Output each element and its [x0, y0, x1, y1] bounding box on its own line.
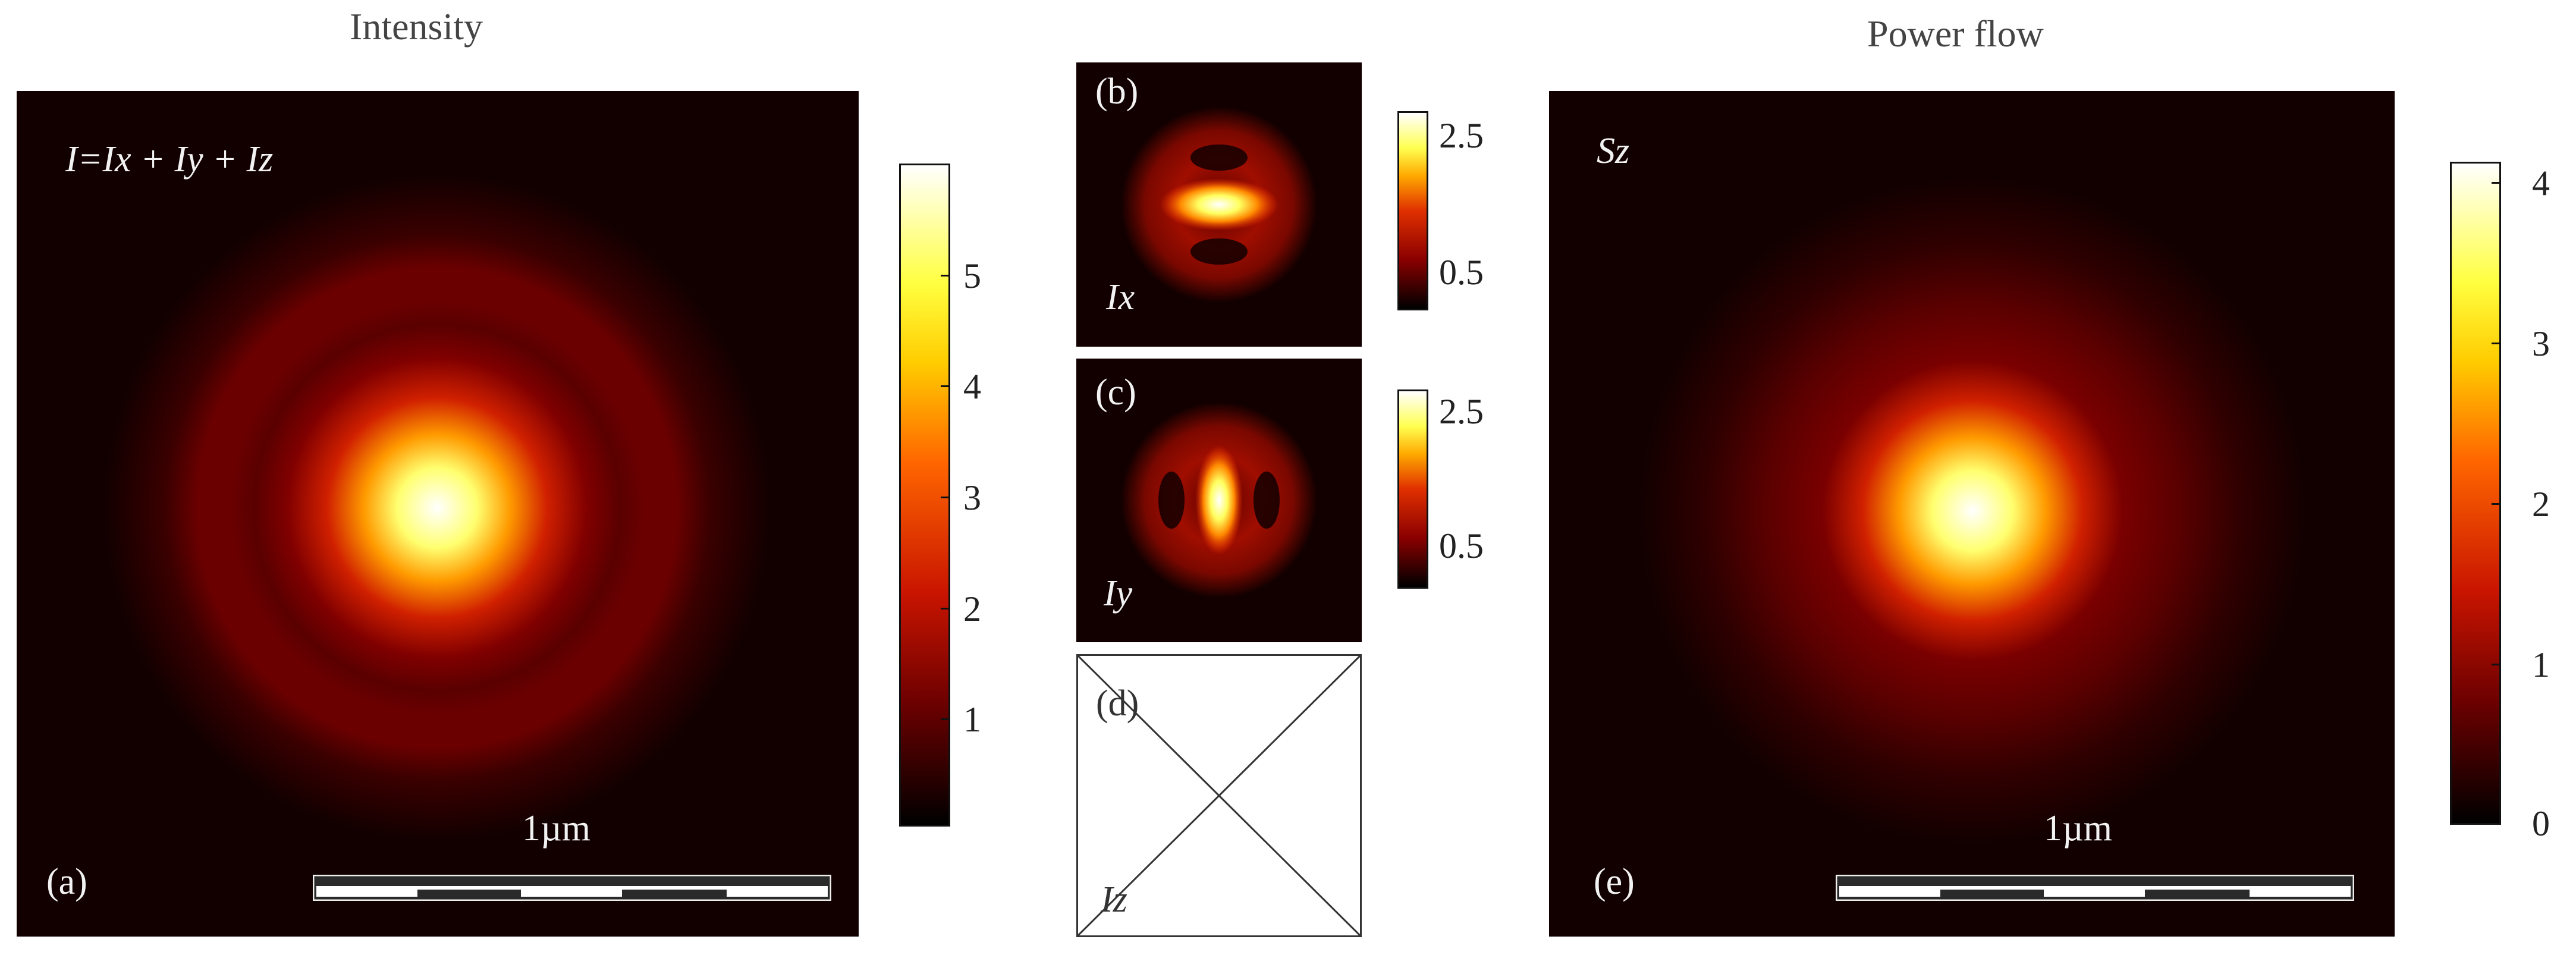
equation-label: I=Ix + Iy + Iz — [65, 139, 274, 180]
panel-label-c: (c) — [1095, 372, 1136, 413]
ix-map-b: (b) Ix — [1076, 62, 1362, 347]
power-flow-spot-e — [1639, 178, 2305, 844]
scale-bar-label-a: 1µm — [522, 808, 590, 849]
empty-plot-cross — [1078, 656, 1360, 935]
iz-label: Iz — [1101, 879, 1127, 920]
intensity-heatmap-a — [104, 175, 770, 841]
iy-label: Iy — [1104, 573, 1133, 614]
colorbar-c — [1397, 389, 1428, 589]
panel-label-b: (b) — [1095, 71, 1139, 112]
colorbar-a-tick-2: 2 — [963, 589, 981, 629]
iz-map-d: (d) Iz — [1076, 654, 1362, 937]
colorbar-a-tick-4: 4 — [963, 367, 981, 406]
panel-label-e: (e) — [1594, 862, 1635, 902]
sz-label: Sz — [1597, 131, 1630, 171]
panel-label-a: (a) — [46, 862, 87, 902]
power-flow-title: Power flow — [1867, 12, 2044, 55]
colorbar-b — [1397, 111, 1428, 310]
scale-bar-label-e: 1µm — [2044, 808, 2112, 849]
ix-label: Ix — [1106, 277, 1135, 318]
colorbar-b-tick-high: 2.5 — [1439, 116, 1484, 155]
panel-label-d: (d) — [1096, 683, 1139, 724]
colorbar-b-tick-low: 0.5 — [1439, 253, 1484, 292]
intensity-map-a: I=Ix + Iy + Iz (a) 1µm — [17, 91, 859, 937]
colorbar-e-tick-0: 0 — [2532, 804, 2550, 843]
power-flow-map-e: Sz (e) 1µm — [1549, 91, 2395, 937]
colorbar-a-tick-1: 1 — [963, 700, 981, 739]
ix-heatmap-b — [1121, 106, 1317, 303]
colorbar-c-tick-high: 2.5 — [1439, 392, 1484, 431]
colorbar-e-tick-3: 3 — [2532, 324, 2550, 363]
colorbar-a — [899, 164, 950, 827]
colorbar-e-tick-2: 2 — [2532, 485, 2550, 524]
colorbar-e-tick-1: 1 — [2532, 645, 2550, 684]
iy-map-c: (c) Iy — [1076, 359, 1362, 642]
power-flow-heatmap-e — [1639, 178, 2305, 844]
colorbar-a-tick-3: 3 — [963, 478, 981, 517]
colorbar-c-tick-low: 0.5 — [1439, 526, 1484, 566]
intensity-spot-a — [104, 175, 770, 841]
colorbar-e-tick-4: 4 — [2532, 164, 2550, 203]
colorbar-a-tick-5: 5 — [963, 256, 981, 296]
iy-heatmap-c — [1121, 402, 1317, 598]
colorbar-e — [2450, 162, 2501, 825]
intensity-title: Intensity — [350, 5, 483, 48]
scale-bar-a — [313, 875, 831, 901]
scale-bar-e — [1836, 875, 2354, 901]
